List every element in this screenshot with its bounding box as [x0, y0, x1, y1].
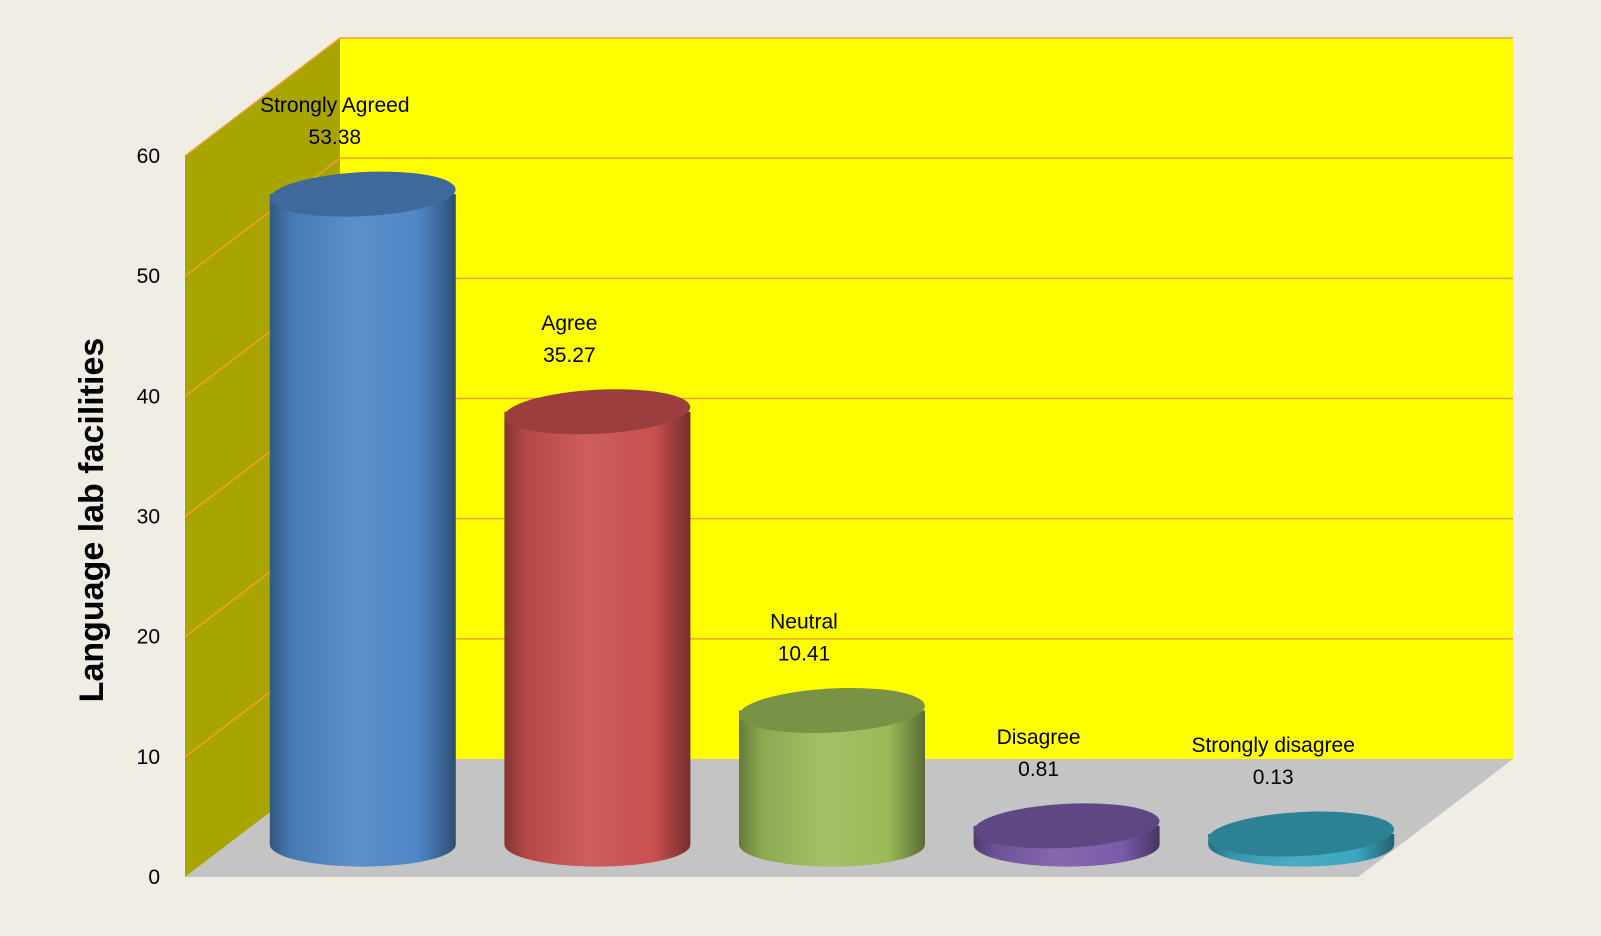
y-tick-label: 30	[137, 506, 160, 529]
value-label: 0.81	[1018, 758, 1059, 781]
bar	[269, 171, 456, 867]
bars	[269, 171, 1395, 867]
value-label: 10.41	[778, 643, 831, 666]
y-tick-label: 50	[137, 265, 160, 288]
bar-body	[504, 411, 691, 867]
value-label: 35.27	[543, 344, 596, 367]
bar	[504, 389, 691, 867]
bar	[739, 688, 925, 867]
bar-top	[973, 803, 1160, 849]
bar-body	[269, 194, 456, 867]
category-label: Neutral	[770, 611, 838, 634]
category-label: Agree	[541, 312, 597, 335]
y-tick-label: 10	[137, 746, 160, 769]
bar-top	[504, 389, 691, 435]
y-tick-label: 60	[137, 145, 160, 168]
category-label: Disagree	[997, 726, 1081, 749]
category-label: Strongly disagree	[1191, 734, 1354, 757]
bar-top	[1208, 811, 1395, 857]
bar-top	[269, 171, 456, 217]
data-labels: Strongly Agreed 53.38 Agree 35.27 Neutral 10.…	[260, 94, 1355, 789]
bar	[1208, 811, 1395, 867]
value-label: 53.38	[309, 126, 362, 149]
y-tick-label: 0	[148, 866, 160, 889]
y-tick-label: 40	[137, 385, 160, 408]
value-label: 0.13	[1253, 766, 1294, 789]
bar-top	[739, 688, 925, 734]
y-axis-label: Language lab facilities	[73, 338, 111, 703]
y-tick-label: 20	[137, 626, 160, 649]
category-label: Strongly Agreed	[260, 94, 409, 117]
bar	[973, 803, 1160, 867]
y-axis-ticks: 0 10 20 30 40 50 60	[137, 145, 160, 889]
gridline-side	[184, 37, 341, 157]
bar-body	[739, 710, 925, 867]
